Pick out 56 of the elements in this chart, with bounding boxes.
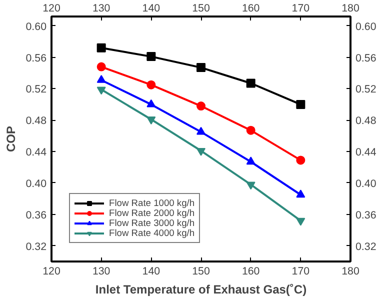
point <box>246 182 256 190</box>
point <box>96 62 106 72</box>
point <box>146 52 156 62</box>
legend-label: Flow Rate 1000 kg/h <box>109 198 195 208</box>
point <box>296 218 306 226</box>
y-tick-label: 0.32 <box>26 240 47 253</box>
point <box>246 156 256 165</box>
point <box>96 43 106 52</box>
y2-tick-label: 0.44 <box>356 146 376 159</box>
y-tick-label: 0.56 <box>26 52 47 64</box>
point <box>296 190 306 198</box>
x-tick-label: 120 <box>42 2 60 14</box>
y2-tick-label: 0.56 <box>356 52 376 64</box>
x-tick-label: 180 <box>342 2 360 14</box>
legend-label: Flow Rate 3000 kg/h <box>109 218 195 228</box>
point <box>146 99 156 108</box>
point <box>96 74 106 83</box>
x-tick-label: 170 <box>292 2 310 14</box>
point <box>246 126 256 135</box>
x-tick-label: 160 <box>242 2 260 14</box>
point <box>196 148 206 156</box>
point <box>196 126 206 135</box>
x2-tick-label: 130 <box>92 266 110 278</box>
y-tick-label: 0.48 <box>26 115 47 128</box>
legend-label: Flow Rate 4000 kg/h <box>109 228 195 238</box>
y2-tick-label: 0.32 <box>356 240 376 253</box>
point <box>246 78 256 88</box>
y2-tick-label: 0.52 <box>356 84 376 96</box>
point <box>96 86 106 95</box>
legend-label: Flow Rate 2000 kg/h <box>109 208 195 218</box>
x2-tick-label: 180 <box>342 266 360 278</box>
x2-tick-label: 120 <box>42 266 60 278</box>
point <box>146 80 156 90</box>
y-tick-label: 0.40 <box>26 178 47 190</box>
point <box>146 116 156 124</box>
y-tick-label: 0.60 <box>26 20 47 33</box>
y2-tick-label: 0.60 <box>356 20 376 33</box>
y2-tick-label: 0.36 <box>356 209 376 222</box>
point <box>196 63 206 72</box>
point <box>296 156 306 165</box>
x-tick-label: 140 <box>142 2 160 14</box>
y2-tick-label: 0.48 <box>356 115 376 128</box>
y-tick-label: 0.52 <box>26 84 47 96</box>
point <box>196 102 206 111</box>
x2-tick-label: 170 <box>292 266 310 278</box>
y2-tick-label: 0.40 <box>356 178 376 190</box>
y-tick-label: 0.44 <box>26 146 47 159</box>
x2-tick-label: 140 <box>142 266 160 278</box>
x-tick-label: 130 <box>92 2 110 14</box>
y-axis-title: COP <box>4 126 18 152</box>
x-axis-title: Inlet Temperature of Exhaust Gas(˚C) <box>95 282 307 296</box>
x2-tick-label: 160 <box>242 266 260 278</box>
y-tick-label: 0.36 <box>26 209 47 222</box>
x-tick-label: 150 <box>192 2 210 14</box>
x2-tick-label: 150 <box>192 266 210 278</box>
point <box>296 100 306 109</box>
